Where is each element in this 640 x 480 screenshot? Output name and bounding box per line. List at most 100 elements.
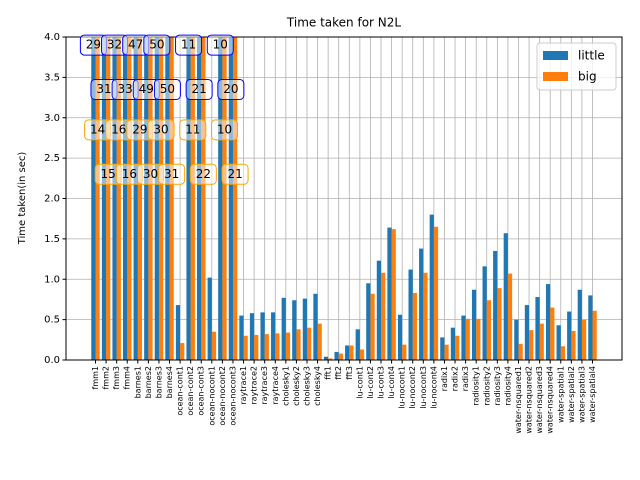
bar — [197, 37, 202, 360]
value-label: 47 — [128, 38, 143, 52]
bar — [281, 297, 286, 360]
bar — [186, 37, 191, 360]
bar — [349, 345, 354, 360]
bar — [175, 305, 181, 360]
bar — [122, 37, 128, 360]
bar — [550, 307, 555, 360]
bar — [218, 37, 223, 360]
bar — [249, 313, 255, 360]
bar — [355, 329, 360, 360]
bar — [101, 37, 107, 360]
x-tick-label: ocean-cont3 — [197, 366, 206, 416]
bar — [285, 332, 291, 360]
x-tick-label: lu-nocont4 — [429, 366, 438, 409]
bar — [180, 343, 185, 360]
bar — [381, 272, 386, 360]
x-tick-label: ocean-nocont3 — [228, 366, 237, 426]
bar — [292, 300, 297, 360]
bar — [412, 292, 417, 360]
value-label-box — [189, 163, 217, 185]
bar — [545, 284, 551, 360]
bar — [345, 345, 350, 360]
legend-label: little — [578, 49, 605, 63]
bar — [328, 358, 333, 360]
x-tick-label: cholesky1 — [281, 366, 290, 406]
x-tick-label: ocean-nocont2 — [218, 366, 227, 426]
x-tick-label: cholesky3 — [302, 366, 311, 406]
value-label-box — [147, 119, 175, 141]
legend-label: big — [578, 70, 597, 84]
bar — [260, 312, 265, 360]
bar — [529, 330, 534, 360]
bar — [450, 327, 456, 360]
x-tick-label: fft2 — [334, 366, 343, 380]
x-tick-label: raytrace2 — [250, 366, 259, 405]
bar — [539, 323, 544, 360]
x-tick-label: radix3 — [461, 366, 470, 391]
bar — [137, 37, 143, 360]
value-label: 29 — [132, 122, 147, 136]
value-label-box — [221, 163, 249, 185]
bar — [455, 335, 460, 360]
value-label: 15 — [101, 167, 116, 181]
value-label-box — [143, 34, 171, 56]
bar — [588, 295, 593, 360]
value-label-box — [179, 119, 207, 141]
bar — [567, 311, 572, 360]
x-tick-label: cholesky4 — [313, 366, 322, 406]
x-tick-label: lu-nocont3 — [419, 366, 428, 409]
bar — [560, 346, 566, 360]
y-tick-label: 3.0 — [44, 113, 60, 124]
bar — [476, 318, 481, 360]
x-tick-label: fft3 — [345, 366, 354, 380]
bar — [397, 314, 403, 360]
x-tick-label: raytrace4 — [271, 366, 280, 405]
x-tick-label: ocean-nocont1 — [207, 366, 216, 426]
bar — [429, 214, 434, 360]
bar — [503, 233, 508, 360]
x-tick-label: lu-nocont2 — [408, 366, 417, 409]
bar — [440, 337, 445, 360]
bar — [211, 331, 217, 360]
value-label: 16 — [111, 122, 126, 136]
value-label: 21 — [191, 82, 206, 96]
bar — [423, 272, 428, 360]
bar — [306, 327, 312, 360]
bar — [106, 37, 111, 360]
y-tick-label: 4.0 — [44, 32, 60, 43]
value-label: 30 — [153, 122, 168, 136]
bar — [461, 315, 466, 360]
bar — [465, 318, 470, 360]
x-tick-label: ocean-cont1 — [176, 366, 185, 416]
value-label: 33 — [117, 82, 132, 96]
value-label: 10 — [213, 38, 228, 52]
value-label: 31 — [164, 167, 179, 181]
x-tick-label: fmm3 — [112, 366, 121, 390]
bar — [359, 349, 365, 360]
bar — [493, 250, 498, 360]
bar — [91, 37, 96, 360]
x-tick-label: water-nsquared4 — [546, 366, 555, 434]
bar — [497, 288, 502, 360]
x-tick-label: barnes1 — [133, 366, 142, 398]
bar — [254, 334, 259, 360]
bar — [190, 37, 195, 360]
bar — [296, 329, 301, 360]
bar — [471, 289, 477, 360]
x-tick-label: radix1 — [440, 366, 449, 391]
x-tick-label: raytrace3 — [260, 366, 269, 405]
x-tick-label: radiosity4 — [503, 366, 512, 406]
x-tick-label: lu-cont2 — [366, 366, 375, 399]
x-tick-label: lu-cont1 — [355, 366, 364, 399]
value-label: 11 — [185, 122, 200, 136]
chart-title: Time taken for N2L — [286, 16, 401, 30]
bar — [222, 37, 227, 360]
bar — [581, 319, 587, 360]
bar — [444, 344, 449, 360]
x-tick-label: fmm2 — [102, 366, 111, 390]
bar — [571, 330, 576, 360]
bar — [419, 248, 424, 360]
bar — [334, 351, 339, 360]
bar — [165, 37, 170, 360]
x-tick-label: radiosity2 — [482, 366, 491, 406]
